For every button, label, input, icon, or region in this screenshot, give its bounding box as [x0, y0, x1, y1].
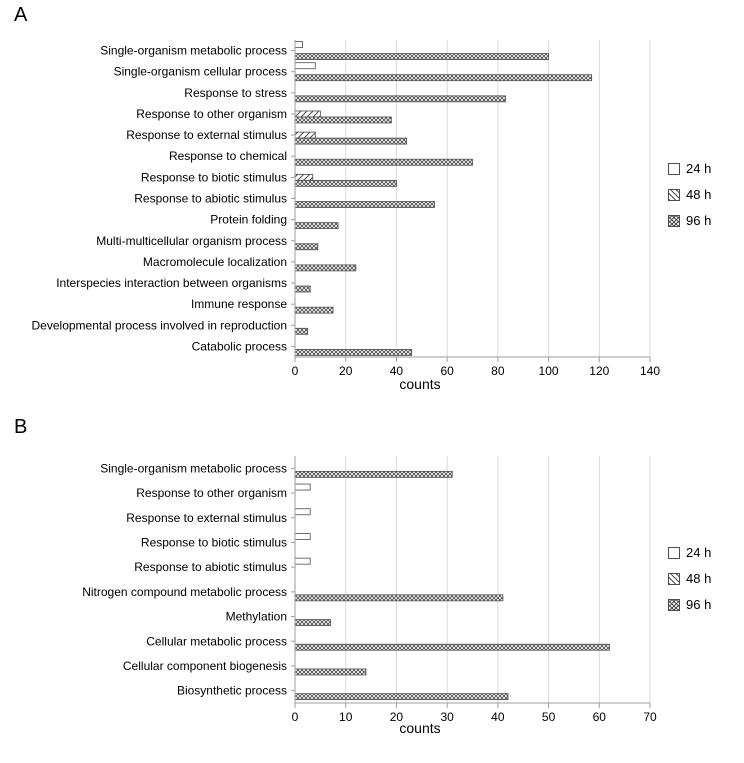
- svg-text:Protein folding: Protein folding: [210, 213, 287, 227]
- svg-text:Cellular metabolic process: Cellular metabolic process: [146, 634, 287, 648]
- svg-text:Single-organism cellular proce: Single-organism cellular process: [114, 65, 287, 79]
- legend-label-96h-b: 96 h: [686, 592, 711, 618]
- svg-text:0: 0: [292, 710, 299, 724]
- svg-text:Methylation: Methylation: [226, 610, 287, 624]
- panel-b-xlabel: counts: [380, 720, 460, 736]
- svg-text:50: 50: [542, 710, 556, 724]
- svg-text:Cellular component biogenesis: Cellular component biogenesis: [123, 659, 287, 673]
- panel-b-chart-container: 010203040506070Single-organism metabolic…: [20, 448, 660, 738]
- svg-text:100: 100: [539, 364, 559, 378]
- panel-a-label: A: [14, 4, 27, 27]
- legend-item-48h: 48 h: [668, 182, 711, 208]
- svg-text:70: 70: [643, 710, 657, 724]
- svg-text:140: 140: [640, 364, 660, 378]
- legend-item-24h: 24 h: [668, 156, 711, 182]
- svg-text:80: 80: [491, 364, 505, 378]
- panel-b-legend: 24 h 48 h 96 h: [668, 540, 711, 618]
- svg-text:Single-organism metabolic proc: Single-organism metabolic process: [100, 461, 287, 475]
- svg-text:40: 40: [491, 710, 505, 724]
- svg-text:Response to other organism: Response to other organism: [136, 107, 287, 121]
- svg-text:Response to biotic stimulus: Response to biotic stimulus: [141, 535, 287, 549]
- legend-swatch-48h: [668, 189, 680, 201]
- legend-swatch-48h-b: [668, 573, 680, 585]
- svg-text:Response to abiotic stimulus: Response to abiotic stimulus: [134, 192, 287, 206]
- svg-text:Single-organism metabolic proc: Single-organism metabolic process: [100, 44, 287, 58]
- svg-text:20: 20: [339, 364, 353, 378]
- svg-text:Developmental process involved: Developmental process involved in reprod…: [32, 318, 287, 332]
- svg-text:Immune response: Immune response: [191, 297, 287, 311]
- svg-text:60: 60: [593, 710, 607, 724]
- panel-a-chart: 020406080100120140Single-organism metabo…: [20, 32, 660, 392]
- page: A 020406080100120140Single-organism meta…: [0, 0, 744, 763]
- svg-text:Response to stress: Response to stress: [184, 86, 287, 100]
- panel-a-legend: 24 h 48 h 96 h: [668, 156, 711, 234]
- legend-swatch-24h: [668, 163, 680, 175]
- legend-swatch-96h: [668, 215, 680, 227]
- svg-text:Biosynthetic process: Biosynthetic process: [177, 684, 287, 698]
- svg-text:Macromolecule localization: Macromolecule localization: [143, 255, 287, 269]
- legend-label-24h: 24 h: [686, 156, 711, 182]
- svg-text:Catabolic process: Catabolic process: [192, 339, 287, 353]
- panel-a-chart-container: 020406080100120140Single-organism metabo…: [20, 32, 660, 392]
- svg-text:Response to chemical: Response to chemical: [169, 149, 287, 163]
- svg-text:0: 0: [292, 364, 299, 378]
- panel-a-xlabel: counts: [380, 376, 460, 392]
- svg-text:120: 120: [589, 364, 609, 378]
- svg-text:Response to external stimulus: Response to external stimulus: [126, 511, 287, 525]
- legend-swatch-24h-b: [668, 547, 680, 559]
- svg-text:Response to biotic stimulus: Response to biotic stimulus: [141, 170, 287, 184]
- legend-label-96h: 96 h: [686, 208, 711, 234]
- legend-item-24h-b: 24 h: [668, 540, 711, 566]
- svg-text:Interspecies interaction betwe: Interspecies interaction between organis…: [56, 276, 287, 290]
- svg-text:Nitrogen compound metabolic pr: Nitrogen compound metabolic process: [82, 585, 287, 599]
- legend-item-48h-b: 48 h: [668, 566, 711, 592]
- legend-swatch-96h-b: [668, 599, 680, 611]
- svg-text:10: 10: [339, 710, 353, 724]
- panel-b-label: B: [14, 416, 27, 439]
- svg-text:Response to abiotic stimulus: Response to abiotic stimulus: [134, 560, 287, 574]
- panel-b-chart: 010203040506070Single-organism metabolic…: [20, 448, 660, 738]
- legend-item-96h: 96 h: [668, 208, 711, 234]
- svg-text:Response to external stimulus: Response to external stimulus: [126, 128, 287, 142]
- svg-text:Multi-multicellular organism p: Multi-multicellular organism process: [96, 234, 287, 248]
- legend-label-48h-b: 48 h: [686, 566, 711, 592]
- svg-text:Response to other organism: Response to other organism: [136, 486, 287, 500]
- legend-label-24h-b: 24 h: [686, 540, 711, 566]
- legend-item-96h-b: 96 h: [668, 592, 711, 618]
- legend-label-48h: 48 h: [686, 182, 711, 208]
